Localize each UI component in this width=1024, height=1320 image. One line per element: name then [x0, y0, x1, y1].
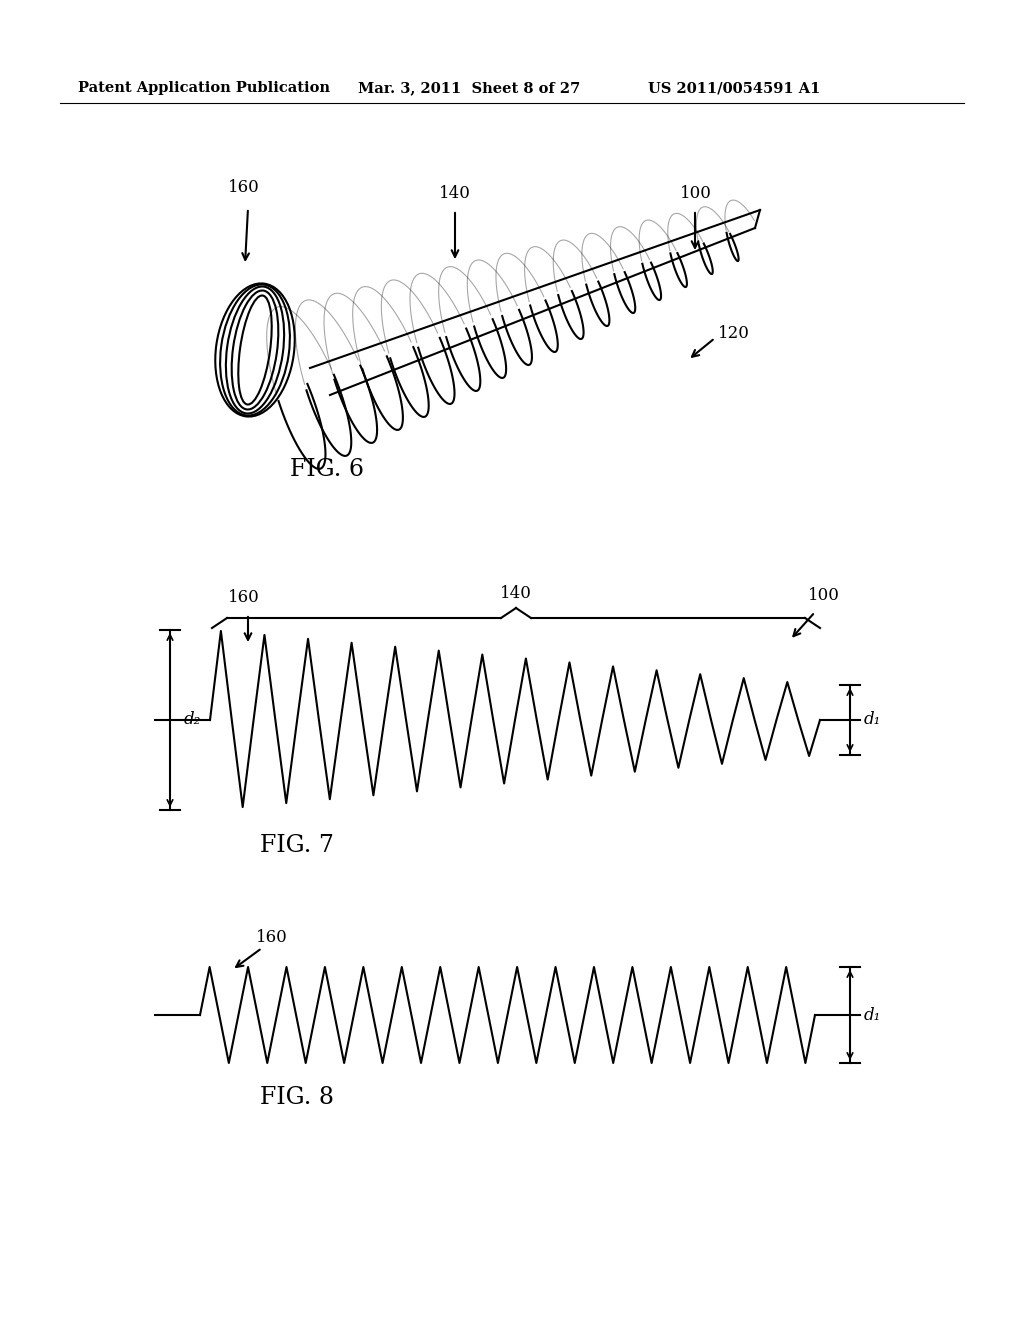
Text: 160: 160: [228, 180, 260, 197]
Text: 100: 100: [680, 185, 712, 202]
Text: d₁: d₁: [864, 711, 882, 729]
Text: FIG. 6: FIG. 6: [290, 458, 364, 482]
Text: d₁: d₁: [864, 1006, 882, 1023]
Text: d₂: d₂: [184, 711, 202, 729]
Text: 160: 160: [256, 928, 288, 945]
Text: Patent Application Publication: Patent Application Publication: [78, 81, 330, 95]
Text: Mar. 3, 2011  Sheet 8 of 27: Mar. 3, 2011 Sheet 8 of 27: [358, 81, 581, 95]
Text: 160: 160: [228, 590, 260, 606]
Text: 140: 140: [439, 185, 471, 202]
Text: FIG. 8: FIG. 8: [260, 1086, 334, 1110]
Text: FIG. 7: FIG. 7: [260, 833, 334, 857]
Text: 100: 100: [808, 587, 840, 605]
Text: 120: 120: [718, 325, 750, 342]
Text: 140: 140: [500, 586, 531, 602]
Text: US 2011/0054591 A1: US 2011/0054591 A1: [648, 81, 820, 95]
